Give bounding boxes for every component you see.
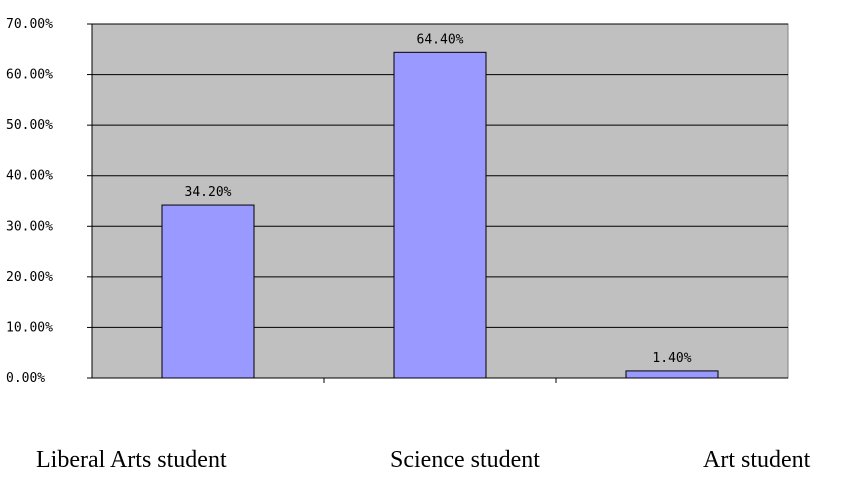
y-tick-label: 0.00% xyxy=(6,371,45,386)
y-tick-label: 10.00% xyxy=(6,320,53,335)
bar-value-label: 64.40% xyxy=(417,32,464,47)
category-label-liberal-arts: Liberal Arts student xyxy=(36,447,227,473)
x-axis xyxy=(92,377,788,383)
y-tick-label: 40.00% xyxy=(6,169,53,184)
category-label-art: Art student xyxy=(703,447,811,473)
y-tick-label: 30.00% xyxy=(6,219,53,234)
y-tick-label: 60.00% xyxy=(6,68,53,83)
data-labels: 34.20% 64.40% 1.40% xyxy=(185,32,692,366)
bar-value-label: 1.40% xyxy=(652,351,691,366)
bar xyxy=(393,51,487,379)
category-label-science: Science student xyxy=(390,447,540,473)
y-axis: 0.00% 10.00% 20.00% 30.00% 40.00% 50.00% 60.00… xyxy=(6,17,93,386)
bar xyxy=(161,204,255,379)
y-tick-label: 20.00% xyxy=(6,270,53,285)
y-tick-label: 50.00% xyxy=(6,118,53,133)
y-tick-label: 70.00% xyxy=(6,17,53,32)
bar-value-label: 34.20% xyxy=(185,185,232,200)
bars xyxy=(161,51,719,379)
bar xyxy=(625,370,719,379)
